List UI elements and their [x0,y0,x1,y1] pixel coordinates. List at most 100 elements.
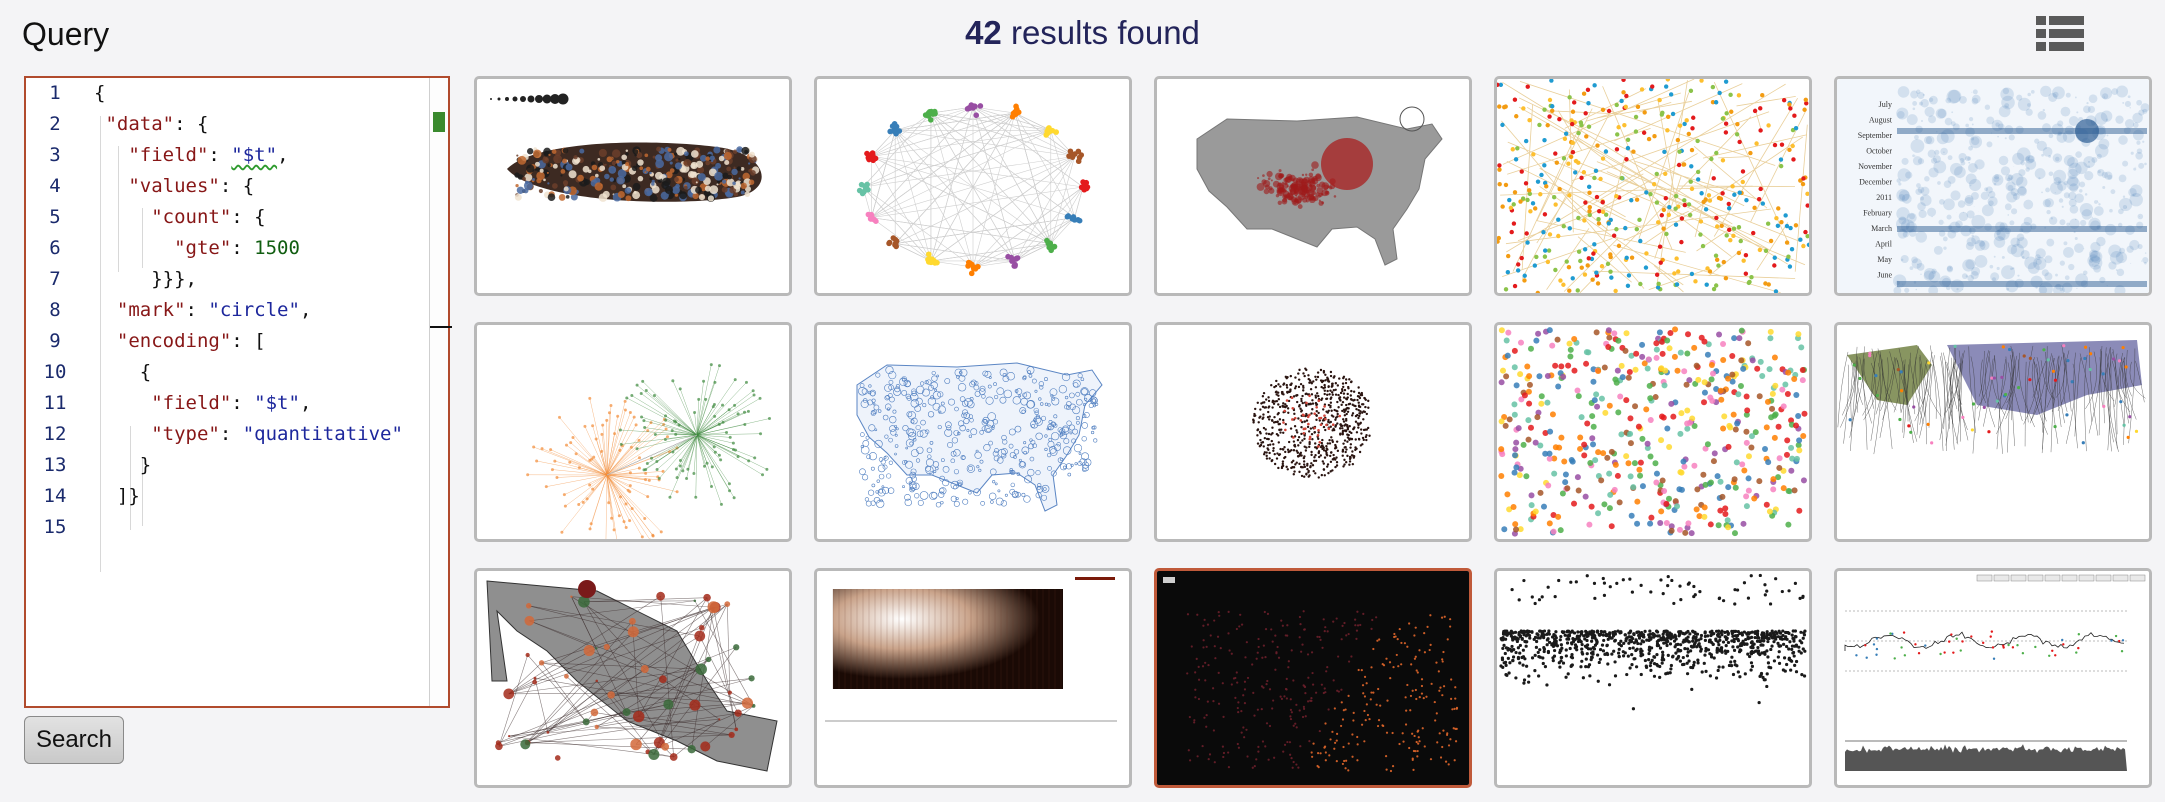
result-thumbnail[interactable] [1834,322,2152,542]
code-token: ]} [94,485,140,507]
code-line: "count": { [94,206,265,228]
code-token: 1500 [254,237,300,259]
code-line: } [94,454,151,476]
scroll-cursor-line [430,326,452,328]
month-label: September [1858,131,1893,140]
result-thumbnail[interactable] [474,568,792,788]
indent-guide [100,116,101,572]
code-token: "count" [151,206,232,228]
editor-scrollbar[interactable] [429,78,452,706]
code-token [94,299,117,321]
code-area[interactable]: { "data": { "field": "$t", "values": { "… [94,78,426,706]
code-token: : { [219,175,255,197]
code-token [94,392,151,414]
result-thumbnail[interactable] [1154,568,1472,788]
line-number: 6 [49,237,61,259]
code-token [94,423,151,445]
code-token [94,144,128,166]
colored-dots-network-chart [1497,79,1809,293]
line-number: 14 [43,485,67,507]
line-number: 1 [49,82,61,104]
code-token [94,237,174,259]
result-thumbnail[interactable] [1154,76,1472,296]
code-token: "gte" [174,237,232,259]
month-label: 2011 [1876,193,1892,202]
line-number: 9 [49,330,61,352]
result-thumbnail[interactable] [1494,76,1812,296]
code-token: "circle" [208,299,300,321]
line-number: 2 [49,113,61,135]
month-label: October [1866,147,1892,156]
result-thumbnail[interactable] [1494,322,1812,542]
scroll-marker [433,112,445,132]
code-token [94,175,128,197]
us-counties-circles-map [856,362,1103,512]
code-token: "encoding" [116,330,232,352]
result-thumbnail[interactable] [474,322,792,542]
code-line: { [94,82,105,104]
result-thumbnail[interactable] [1494,568,1812,788]
code-token [94,206,151,228]
code-line: ]} [94,485,140,507]
line-number: 8 [49,299,61,321]
code-token [94,113,105,135]
month-label: July [1879,100,1892,109]
code-token: "values" [128,175,220,197]
month-label: April [1875,240,1893,249]
results-label: results found [1010,14,1200,51]
mexico-map-network [486,580,778,772]
code-token: : [231,237,255,259]
dense-scatter-cluster-chart [1252,367,1371,479]
code-token: : [ [231,330,266,352]
result-thumbnail[interactable] [1834,568,2152,788]
code-line: "mark": "circle", [94,299,312,321]
code-token: , [277,144,289,166]
line-number: 5 [49,206,61,228]
results-summary: 42 results found [0,14,2165,52]
month-label: June [1877,271,1892,280]
code-token: "$t" [254,392,300,414]
multicolor-dots-chart [1498,326,1808,537]
result-thumbnail[interactable] [814,322,1132,542]
line-number: 15 [43,516,67,538]
code-line: "field": "$t", [94,144,289,166]
code-line: "type": "quantitative" [94,423,403,445]
code-token: "field" [151,392,232,414]
code-token: , [299,392,312,414]
line-number: 10 [43,361,67,383]
timeline-bubbles-chart: July August September October November Decemb… [1837,79,2149,293]
code-token: "quantitative" [242,423,403,445]
black-dots-scatter-chart [1499,573,1807,711]
indent-guide [130,426,131,530]
code-token: { [94,361,152,383]
line-number: 3 [49,144,61,166]
code-token: "type" [151,423,220,445]
code-token: "data" [105,113,175,135]
indent-guide [142,208,143,268]
month-label: December [1859,178,1892,187]
code-token: : [208,144,232,166]
result-thumbnail[interactable] [814,568,1132,788]
code-token [94,330,117,352]
line-number-gutter: 1 2 3 4 5 6 7 8 9 10 11 12 13 14 15 [26,78,84,706]
code-line: { [94,361,151,383]
dark-us-map-chart [1157,571,1469,785]
code-line: }}}, [94,268,197,290]
result-thumbnail[interactable] [1154,322,1472,542]
code-token: "$t" [231,144,278,166]
code-line: "field": "$t", [94,392,311,414]
line-number: 4 [49,175,61,197]
code-token: : { [174,113,209,135]
result-thumbnail[interactable]: July August September October November Decemb… [1834,76,2152,296]
world-map-flows-chart [1837,340,2146,455]
result-thumbnail[interactable] [474,76,792,296]
query-title: Query [22,16,110,52]
query-editor[interactable]: 1 2 3 4 5 6 7 8 9 10 11 12 13 14 15 { "data": { "field… [24,76,452,708]
results-count: 42 [965,14,1002,51]
line-number: 7 [49,268,61,290]
gradient-heatmap-chart [825,577,1117,722]
search-button[interactable]: Search [24,716,124,764]
code-token: }}}, [94,268,197,290]
list-view-button[interactable] [2036,14,2084,59]
result-thumbnail[interactable] [814,76,1132,296]
